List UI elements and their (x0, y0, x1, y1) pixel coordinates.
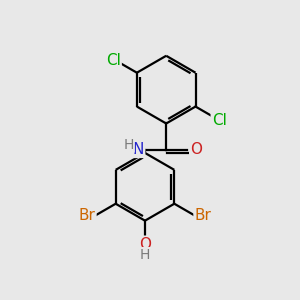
Text: Cl: Cl (212, 112, 226, 128)
Text: H: H (123, 138, 134, 152)
Text: Br: Br (194, 208, 212, 223)
Text: O: O (190, 142, 202, 158)
Text: H: H (140, 248, 150, 262)
Text: Br: Br (79, 208, 95, 223)
Text: N: N (133, 142, 144, 157)
Text: O: O (139, 237, 151, 252)
Text: Cl: Cl (106, 53, 121, 68)
